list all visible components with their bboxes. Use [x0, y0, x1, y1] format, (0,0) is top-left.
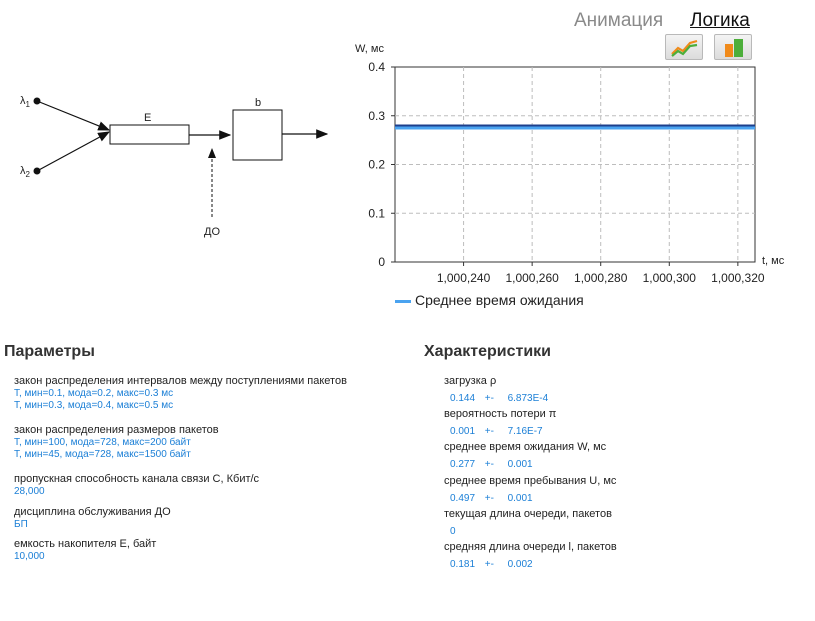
y-tick-label: 0.1 — [368, 206, 385, 220]
char-sojourn-time: среднее время пребывания U, мс 0.497 +- … — [444, 475, 616, 505]
characteristics-title: Характеристики — [424, 343, 552, 360]
bar-chart-icon — [725, 39, 743, 57]
char-values: 0.277 +- 0.001 — [450, 459, 533, 470]
char-label: среднее время пребывания U, мс — [444, 475, 617, 487]
y-axis-label: W, мс — [355, 43, 384, 55]
char-label: среднее время ожидания W, мс — [444, 441, 607, 453]
char-values: 0.144 +- 6.873E-4 — [450, 393, 549, 404]
x-tick-label: 1,000,240 — [437, 271, 491, 285]
waiting-time-chart: 0.4 0.3 0.2 0.1 0 1,000,240 1,000,260 1,000,28… — [355, 43, 785, 285]
char-label: средняя длина очереди l, пакетов — [444, 541, 617, 553]
line-chart-button[interactable] — [665, 34, 703, 60]
char-label: текущая длина очереди, пакетов — [444, 508, 612, 520]
bar-chart-button[interactable] — [714, 34, 752, 60]
y-tick-label: 0.2 — [368, 158, 385, 172]
y-tick-label: 0.3 — [368, 109, 385, 123]
server-box — [232, 109, 283, 161]
x-tick-label: 1,000,320 — [711, 271, 765, 285]
tab-animation[interactable]: Анимация — [574, 10, 664, 31]
char-label: загрузка ρ — [444, 375, 497, 387]
grid — [395, 67, 755, 262]
x-tick-label: 1,000,300 — [643, 271, 697, 285]
chart-legend: Среднее время ожидания — [395, 292, 584, 308]
char-values: 0.181 +- 0.002 — [450, 559, 533, 570]
param-value[interactable]: БП — [14, 519, 28, 530]
queue-diagram: λ1 λ2 E b ДО — [20, 95, 329, 238]
char-values: 0 — [450, 526, 456, 537]
param-label: пропускная способность канала связи C, К… — [14, 473, 260, 485]
char-label: вероятность потери π — [444, 408, 557, 420]
x-axis-label: t, мс — [762, 255, 785, 267]
param-value[interactable]: T, мин=100, мода=728, макс=200 байт — [14, 437, 191, 448]
param-interarrival: закон распределения интервалов между пос… — [14, 375, 347, 412]
buffer-box — [109, 124, 190, 145]
param-discipline: дисциплина обслуживания ДО БП — [14, 506, 171, 531]
server-label: b — [255, 97, 261, 109]
param-value[interactable]: T, мин=45, мода=728, макс=1500 байт — [14, 449, 191, 460]
legend-swatch — [395, 299, 411, 303]
param-label: закон распределения размеров пакетов — [14, 424, 219, 436]
x-tick-label: 1,000,260 — [505, 271, 559, 285]
char-values: 0.497 +- 0.001 — [450, 493, 533, 504]
buffer-label: E — [144, 112, 151, 124]
y-tick-label: 0.4 — [368, 60, 385, 74]
char-current-queue: текущая длина очереди, пакетов 0 — [444, 508, 612, 538]
lambda-2-label: λ2 — [20, 165, 31, 179]
x-tick-label: 1,000,280 — [574, 271, 628, 285]
char-waiting-time: среднее время ожидания W, мс 0.277 +- 0.… — [444, 441, 606, 471]
input-arrow-2 — [36, 131, 111, 172]
y-tick-label: 0 — [378, 255, 385, 269]
param-value[interactable]: 28,000 — [14, 486, 45, 497]
parameters-title: Параметры — [4, 343, 95, 360]
param-label: закон распределения интервалов между пос… — [14, 375, 347, 387]
char-values: 0.001 +- 7.16E-7 — [450, 426, 543, 437]
char-load: загрузка ρ 0.144 +- 6.873E-4 — [444, 375, 548, 405]
legend-label: Среднее время ожидания — [415, 292, 584, 308]
plot-area — [394, 66, 756, 263]
char-mean-queue: средняя длина очереди l, пакетов 0.181 +… — [444, 541, 617, 571]
input-arrow-1 — [36, 100, 111, 131]
discipline-label: ДО — [204, 226, 220, 238]
param-label: дисциплина обслуживания ДО — [14, 506, 171, 518]
tab-logic[interactable]: Логика — [690, 10, 750, 31]
param-packet-size: закон распределения размеров пакетов T, … — [14, 424, 219, 461]
param-value[interactable]: 10,000 — [14, 551, 45, 562]
param-buffer-capacity: емкость накопителя E, байт 10,000 — [14, 538, 156, 563]
param-value[interactable]: T, мин=0.1, мода=0.2, макс=0.3 мс — [14, 388, 174, 399]
lambda-1-label: λ1 — [20, 95, 31, 109]
param-value[interactable]: T, мин=0.3, мода=0.4, макс=0.5 мс — [14, 400, 174, 411]
param-bandwidth: пропускная способность канала связи C, К… — [14, 473, 259, 498]
char-loss-probability: вероятность потери π 0.001 +- 7.16E-7 — [444, 408, 556, 438]
param-label: емкость накопителя E, байт — [14, 538, 157, 550]
line-chart-icon — [671, 39, 698, 57]
